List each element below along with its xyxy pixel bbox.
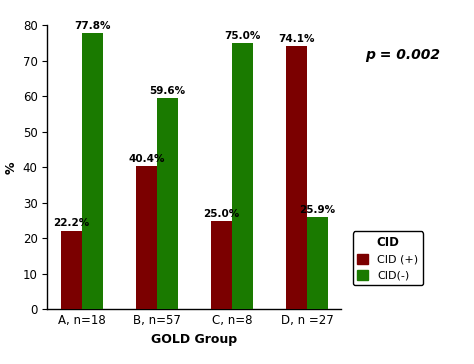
Legend: CID (+), CID(-): CID (+), CID(-) <box>353 232 423 285</box>
Bar <box>307 217 328 309</box>
Bar <box>211 221 232 309</box>
X-axis label: GOLD Group: GOLD Group <box>151 333 237 346</box>
Bar <box>61 231 82 309</box>
Bar <box>82 33 103 309</box>
Bar <box>232 43 253 309</box>
Text: 59.6%: 59.6% <box>149 86 185 96</box>
Text: 75.0%: 75.0% <box>224 31 261 41</box>
Bar <box>136 166 157 309</box>
Text: p = 0.002: p = 0.002 <box>365 48 440 62</box>
Text: 25.9%: 25.9% <box>300 205 336 215</box>
Text: 25.0%: 25.0% <box>203 209 239 218</box>
Text: 77.8%: 77.8% <box>74 21 110 31</box>
Y-axis label: %: % <box>4 161 17 174</box>
Text: 22.2%: 22.2% <box>53 218 90 229</box>
Bar <box>157 98 178 309</box>
Text: 40.4%: 40.4% <box>128 154 164 164</box>
Bar <box>286 47 307 309</box>
Text: 74.1%: 74.1% <box>278 34 315 44</box>
